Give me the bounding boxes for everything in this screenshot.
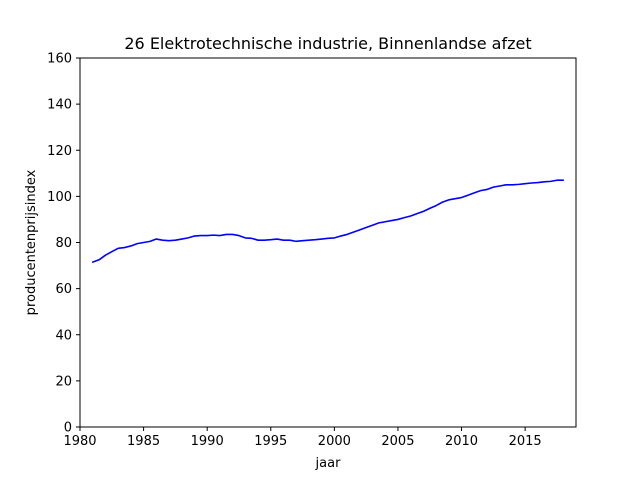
y-tick-label: 80	[55, 236, 72, 251]
x-tick-label: 1990	[191, 434, 224, 449]
y-axis: 0 20 40 60 80 100 120 140 160	[47, 52, 80, 436]
x-axis-label: jaar	[315, 456, 342, 471]
y-tick-label: 20	[55, 374, 72, 389]
plot-area	[91, 179, 565, 263]
y-axis-label: producentenprijsindex	[24, 169, 39, 315]
x-tick-label: 1985	[127, 434, 160, 449]
x-tick-label: 1980	[63, 434, 96, 449]
x-tick-label: 2010	[445, 434, 478, 449]
x-axis: 1980 1985 1990 1995 2000 2005 2010 2015	[63, 427, 542, 449]
y-tick-label: 100	[47, 190, 72, 205]
y-tick-label: 40	[55, 328, 72, 343]
x-tick-label: 1995	[254, 434, 287, 449]
x-tick-label: 2005	[381, 434, 414, 449]
x-tick-label: 2015	[509, 434, 542, 449]
y-tick-label: 120	[47, 144, 72, 159]
y-tick-label: 140	[47, 98, 72, 113]
y-tick-label: 160	[47, 52, 72, 67]
plot-frame	[79, 57, 577, 428]
y-tick-label: 60	[55, 282, 72, 297]
x-tick-label: 2000	[318, 434, 351, 449]
series-line	[91, 179, 565, 263]
chart-title: 26 Elektrotechnische industrie, Binnenla…	[124, 34, 531, 53]
y-tick-label: 0	[64, 421, 72, 436]
